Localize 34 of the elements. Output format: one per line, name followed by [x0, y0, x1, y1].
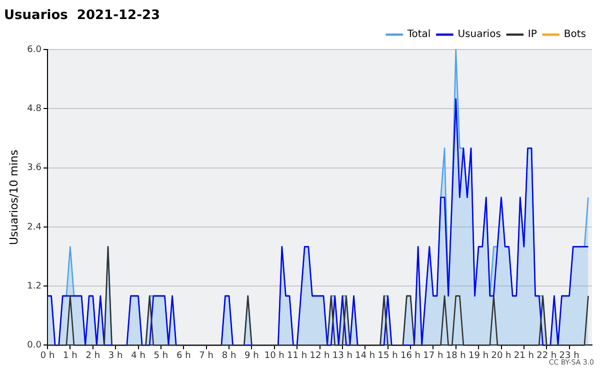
x-tick-label: 15 h [378, 350, 398, 361]
x-tick-label: 5 h [154, 350, 168, 361]
x-tick-label: 17 h [423, 350, 444, 361]
y-tick-label: 1.2 [27, 281, 42, 292]
x-tick-label: 21 h [514, 350, 534, 361]
legend-label: Bots [564, 29, 586, 40]
legend-label: Usuarios [458, 29, 501, 40]
x-tick-label: 2 h [86, 350, 100, 361]
x-tick-label: 10 h [264, 350, 284, 361]
x-tick-label: 4 h [131, 350, 146, 361]
x-tick-label: 12 h [310, 350, 330, 361]
y-tick-label: 2.4 [27, 222, 42, 232]
x-tick-label: 7 h [199, 350, 214, 361]
x-tick-label: 8 h [222, 350, 236, 361]
x-tick-label: 11 h [287, 350, 308, 361]
legend-label: IP [528, 29, 537, 40]
x-tick-label: 1 h [63, 350, 78, 361]
x-tick-label: 0 h [40, 350, 55, 361]
x-tick-label: 20 h [491, 350, 512, 361]
legend-label: Total [406, 29, 431, 40]
x-tick-label: 14 h [355, 350, 376, 361]
x-tick-label: 6 h [176, 350, 191, 361]
x-tick-label: 19 h [468, 350, 489, 361]
y-tick-label: 0.0 [27, 340, 42, 351]
y-tick-label: 4.8 [27, 104, 42, 114]
y-tick-label: 3.6 [27, 163, 42, 174]
chart-title: Usuarios 2021-12-23 [4, 8, 160, 24]
y-axis-title: Usuarios/10 mins [7, 150, 20, 246]
x-tick-label: 13 h [332, 350, 352, 361]
x-tick-label: 3 h [108, 350, 123, 361]
y-tick-label: 6.0 [27, 44, 42, 55]
x-tick-label: 18 h [446, 350, 466, 361]
x-tick-label: 16 h [400, 350, 421, 361]
x-tick-label: 9 h [244, 350, 259, 361]
